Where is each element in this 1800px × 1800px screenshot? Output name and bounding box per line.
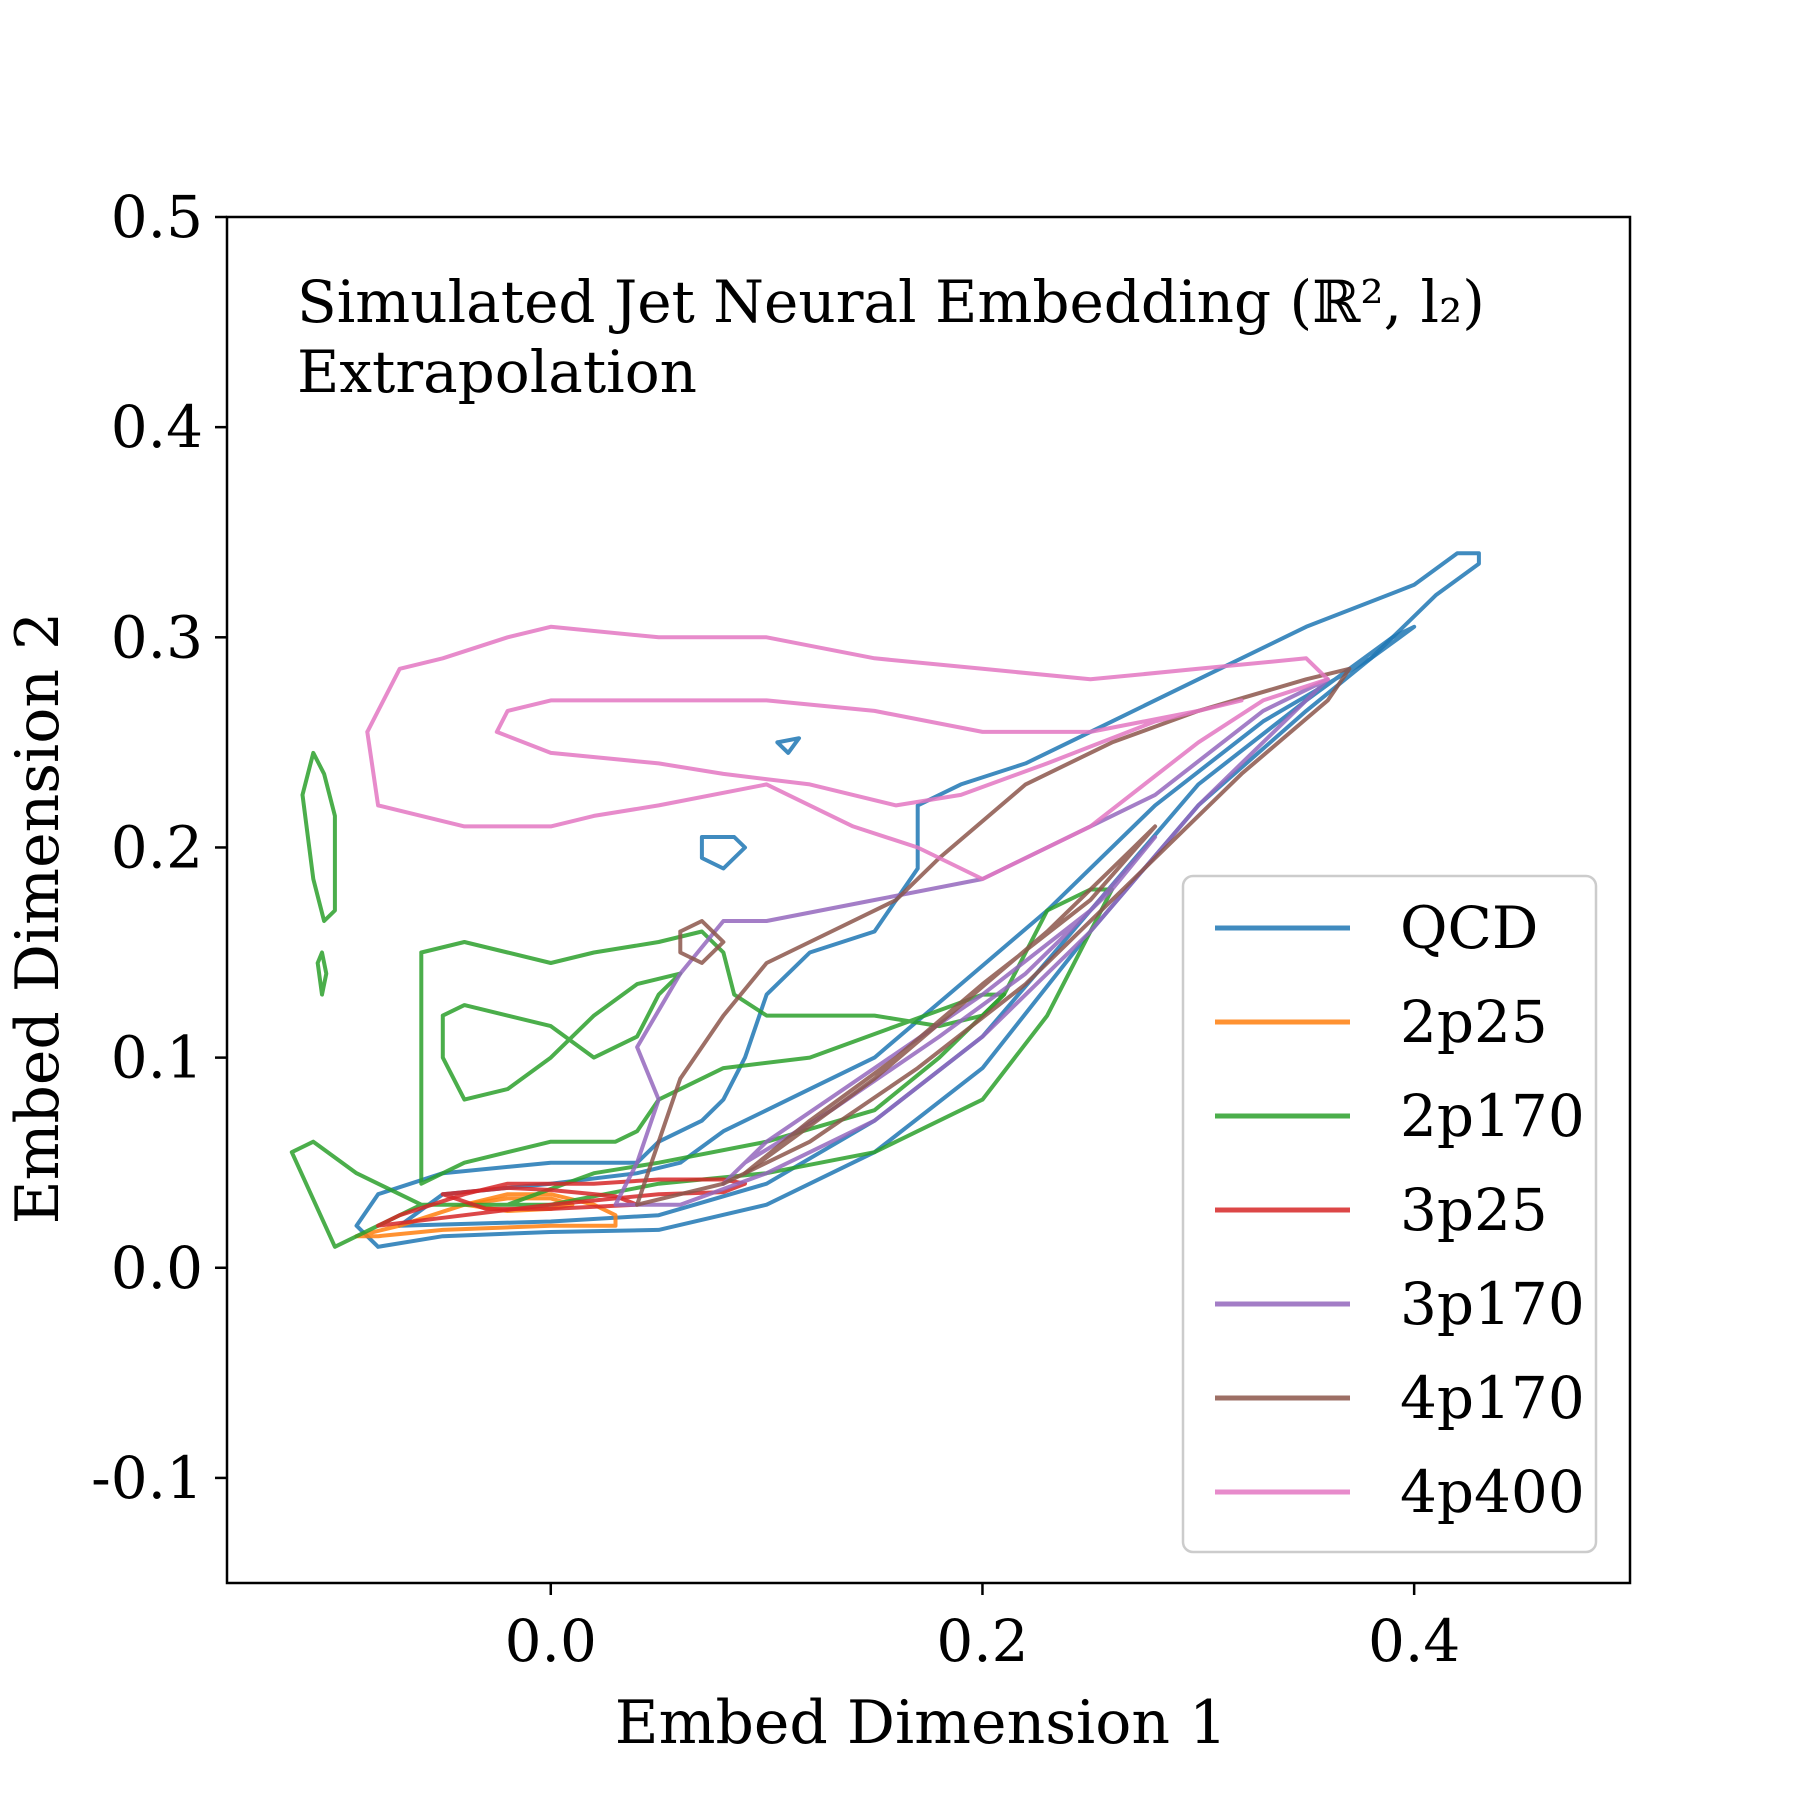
legend: QCD 2p25 2p170 3p25 3p170 4p170 4p400 <box>1181 874 1598 1554</box>
series-3p25-contours <box>376 1177 747 1228</box>
legend-label-3p25: 3p25 <box>1400 1176 1548 1244</box>
contour-2p170-4 <box>440 971 683 1102</box>
legend-label-3p170: 3p170 <box>1400 1270 1585 1338</box>
y-tick-label: 0.2 <box>111 813 203 881</box>
contour-4p170-0 <box>635 666 1352 1207</box>
legend-box <box>1181 874 1598 1554</box>
contour-qcd-2 <box>775 736 801 755</box>
contour-4p400-0 <box>365 624 1330 881</box>
series-4p400-contours <box>365 624 1330 881</box>
x-tick-label: 0.0 <box>505 1607 597 1675</box>
contour-2p170-0 <box>300 750 337 923</box>
y-tick-label: -0.1 <box>91 1444 203 1512</box>
y-tick-label: 0.1 <box>111 1024 203 1092</box>
annotation-line-1: Simulated Jet Neural Embedding (ℝ², l₂) <box>297 268 1485 336</box>
series-4p170-contours <box>635 666 1352 1207</box>
contour-qcd-3 <box>699 835 747 871</box>
y-tick-label: 0.0 <box>111 1234 203 1302</box>
contour-2p25-0 <box>354 1192 618 1239</box>
legend-label-2p170: 2p170 <box>1400 1082 1585 1150</box>
y-tick-label: 0.4 <box>111 393 203 461</box>
annotation-line-2: Extrapolation <box>297 338 697 406</box>
contour-4p170-1 <box>743 824 1158 1176</box>
y-tick-label: 0.5 <box>111 183 203 251</box>
contour-qcd-0 <box>354 551 1481 1249</box>
legend-label-qcd: QCD <box>1400 894 1538 962</box>
plot-frame <box>225 215 1632 1585</box>
x-tick-label: 0.4 <box>1368 1607 1460 1675</box>
x-tick-label: 0.2 <box>936 1607 1028 1675</box>
contour-layer <box>289 551 1481 1249</box>
contour-2p170-3 <box>419 929 1006 1186</box>
contour-3p170-0 <box>613 677 1330 1207</box>
legend-label-4p400: 4p400 <box>1400 1458 1585 1526</box>
y-tick-label: 0.3 <box>111 603 203 671</box>
contour-3p25-1 <box>440 1185 640 1211</box>
contour-4p400-1 <box>494 698 1244 808</box>
x-axis-label: Embed Dimension 1 <box>615 1688 1227 1758</box>
axis-ticks: 0.0 0.2 0.4 -0.1 0.0 0.1 0.2 0.3 0.4 0.5 <box>91 183 1460 1675</box>
contour-4p170-2 <box>678 919 726 965</box>
legend-label-4p170: 4p170 <box>1400 1364 1585 1432</box>
contour-2p170-1 <box>315 950 329 997</box>
y-axis-label: Embed Dimension 2 <box>3 612 73 1224</box>
legend-label-2p25: 2p25 <box>1400 988 1548 1056</box>
